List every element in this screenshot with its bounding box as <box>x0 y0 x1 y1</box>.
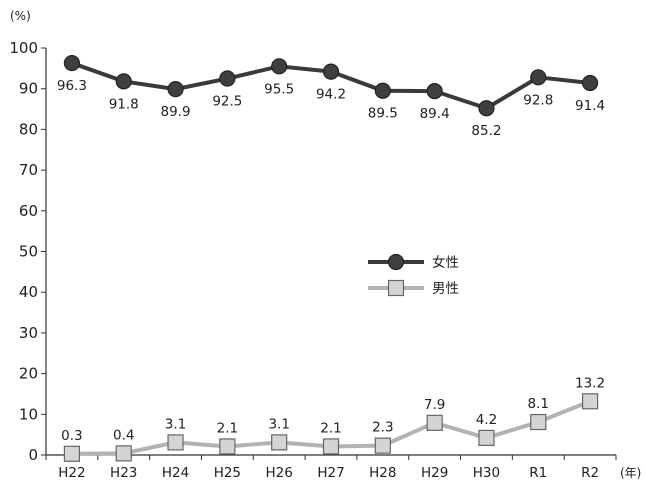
y-tick-label: 80 <box>19 120 38 138</box>
data-point-circle <box>115 73 132 90</box>
data-label: 0.3 <box>61 428 82 444</box>
y-axis-unit: (%) <box>10 9 31 23</box>
data-point-square <box>322 438 340 455</box>
data-point-circle <box>426 83 443 100</box>
data-label: 7.9 <box>424 397 445 413</box>
data-point-circle <box>530 69 547 86</box>
data-label: 4.2 <box>476 412 497 428</box>
data-point-square <box>478 429 495 447</box>
x-tick-label: H26 <box>266 465 293 481</box>
x-tick-label: H27 <box>317 465 344 481</box>
data-label: 2.1 <box>320 420 341 436</box>
x-tick-label: R2 <box>581 465 599 481</box>
data-point-circle <box>322 63 340 80</box>
data-label: 3.1 <box>165 416 186 432</box>
axes: (%) 0 10 20 30 40 50 60 70 80 90 100 H22 H23 H24 H25 H26… <box>9 9 641 481</box>
data-label: 95.5 <box>264 81 294 97</box>
y-tick-label: 60 <box>19 202 38 220</box>
data-label: 89.5 <box>368 106 398 122</box>
x-tick-label: H30 <box>473 465 500 481</box>
series-layer <box>63 54 599 462</box>
data-point-circle <box>63 54 81 72</box>
data-label: 89.4 <box>420 106 450 122</box>
x-tick-label: H25 <box>214 465 241 481</box>
data-label: 89.9 <box>161 104 191 120</box>
data-label: 2.3 <box>372 420 393 436</box>
x-axis-unit: (年) <box>620 466 641 480</box>
legend-marker-square <box>387 279 405 297</box>
x-tick-label: H24 <box>162 465 189 481</box>
x-tick-label: H28 <box>369 465 396 481</box>
x-tick-label: H29 <box>421 465 448 481</box>
data-label: 91.8 <box>109 96 139 112</box>
data-point-circle <box>167 81 184 98</box>
x-tick-label: H23 <box>110 465 137 481</box>
legend-label: 女性 <box>432 254 459 271</box>
x-tick-label: H22 <box>58 465 85 481</box>
data-point-square <box>115 445 132 462</box>
y-tick-label: 20 <box>19 365 38 383</box>
data-point-square <box>271 434 288 451</box>
data-label: 85.2 <box>471 123 501 139</box>
x-tick-label: R1 <box>529 465 547 481</box>
data-point-square <box>167 434 184 451</box>
data-point-square <box>219 438 236 455</box>
data-point-square <box>63 445 81 462</box>
data-labels: 96.3 91.8 89.9 92.5 95.5 94.2 89.5 89.4 85.2 92.8… <box>57 78 605 444</box>
data-label: 13.2 <box>575 375 605 391</box>
data-label: 2.1 <box>217 420 238 436</box>
legend-label: 男性 <box>432 281 459 297</box>
data-point-square <box>530 413 547 431</box>
data-point-circle <box>219 70 236 87</box>
data-label: 96.3 <box>57 78 87 94</box>
data-point-square <box>581 393 599 410</box>
data-point-circle <box>374 82 391 99</box>
data-label: 3.1 <box>268 416 289 432</box>
y-tick-label: 0 <box>28 446 38 464</box>
data-label: 92.8 <box>523 92 553 108</box>
data-label: 91.4 <box>575 98 605 114</box>
y-tick-label: 90 <box>19 80 38 98</box>
data-point-square <box>426 414 443 431</box>
y-tick-label: 10 <box>19 405 38 423</box>
y-tick-label: 100 <box>9 39 38 57</box>
data-point-square <box>374 437 391 454</box>
data-point-circle <box>271 58 288 75</box>
y-tick-label: 70 <box>19 161 38 179</box>
data-label: 8.1 <box>528 396 549 412</box>
data-point-circle <box>478 100 495 117</box>
data-label: 0.4 <box>113 427 134 443</box>
legend-marker-circle <box>387 253 405 271</box>
y-tick-label: 40 <box>19 283 38 301</box>
y-tick-label: 30 <box>19 324 38 342</box>
data-label: 94.2 <box>316 87 346 103</box>
y-tick-label: 50 <box>19 243 38 261</box>
data-point-circle <box>581 74 599 92</box>
data-label: 92.5 <box>212 94 242 110</box>
